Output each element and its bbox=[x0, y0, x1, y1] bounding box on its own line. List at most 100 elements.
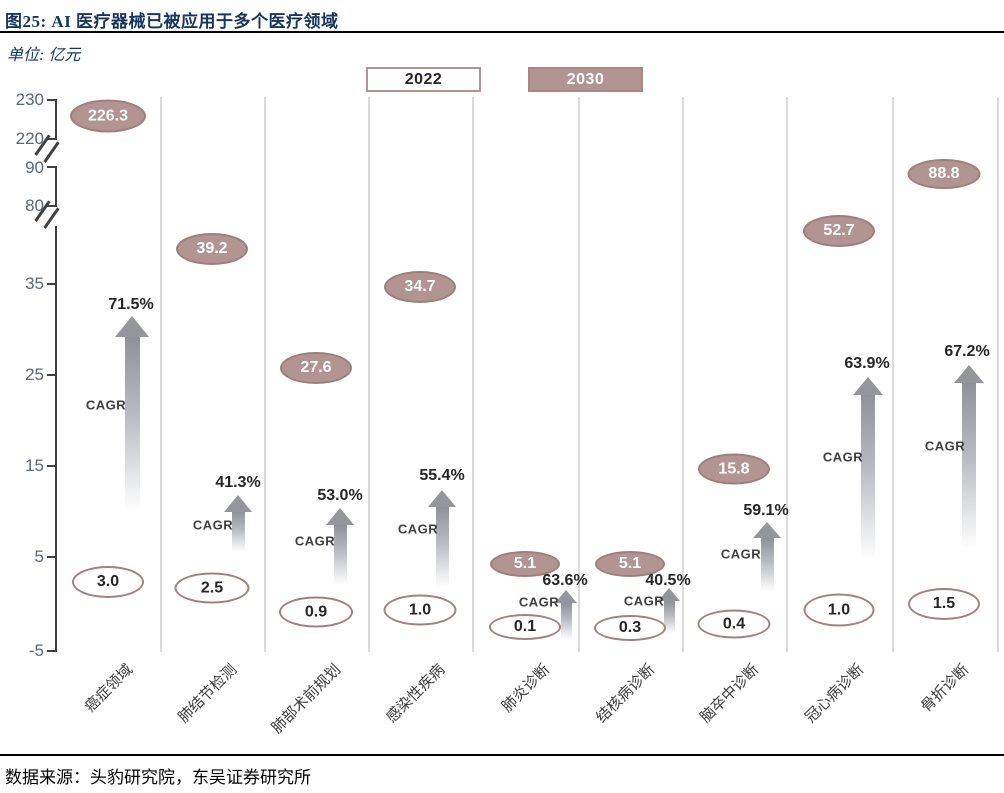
cagr-percent-label: 63.6% bbox=[542, 572, 588, 589]
unit-label: 单位: 亿元 bbox=[7, 47, 81, 64]
cagr-arrow bbox=[954, 365, 984, 547]
figure-title: 图25: AI 医疗器械已被应用于多个医疗领域 bbox=[5, 12, 339, 31]
bubble-2022-value: 1.5 bbox=[908, 588, 980, 620]
gridline bbox=[892, 97, 894, 652]
cagr-caption: CAGR bbox=[397, 521, 439, 537]
y-axis-tick bbox=[47, 283, 56, 285]
cagr-arrow bbox=[753, 522, 781, 591]
cagr-caption: CAGR bbox=[518, 594, 560, 610]
bubble-2030-value: 226.3 bbox=[70, 99, 146, 133]
arrow-up-icon bbox=[658, 588, 680, 601]
gridline bbox=[682, 97, 684, 652]
cagr-caption: CAGR bbox=[720, 546, 762, 562]
bubble-2022-value: 0.1 bbox=[489, 614, 561, 640]
arrow-shaft bbox=[435, 507, 449, 586]
arrow-shaft bbox=[231, 512, 245, 551]
arrow-up-icon bbox=[115, 316, 149, 337]
arrow-shaft bbox=[962, 383, 976, 547]
bubble-2030-value: 27.6 bbox=[280, 352, 352, 384]
cagr-percent-label: 40.5% bbox=[645, 572, 691, 589]
arrow-shaft bbox=[861, 395, 875, 558]
y-axis-tick-label: 80 bbox=[25, 196, 44, 215]
cagr-percent-label: 71.5% bbox=[108, 296, 154, 313]
bubble-2030-value: 88.8 bbox=[907, 159, 981, 189]
arrow-shaft bbox=[560, 603, 572, 639]
cagr-arrow bbox=[224, 495, 252, 551]
arrow-shaft bbox=[333, 525, 347, 584]
y-axis-tick bbox=[47, 374, 56, 376]
arrow-shaft bbox=[760, 538, 774, 591]
y-axis-tick-label: 220 bbox=[15, 129, 44, 148]
bubble-2030-value: 52.7 bbox=[803, 215, 875, 247]
y-axis-tick bbox=[47, 556, 56, 558]
bubble-2030-value: 5.1 bbox=[490, 551, 560, 577]
bubble-2022-value: 1.0 bbox=[383, 594, 457, 626]
bubble-2022-value: 2.5 bbox=[174, 572, 250, 604]
legend-label-2022: 2022 bbox=[404, 70, 443, 88]
bubble-2022-value: 0.9 bbox=[279, 596, 353, 628]
bubble-2022-value: 0.3 bbox=[594, 615, 666, 641]
bubble-2030-value: 5.1 bbox=[595, 551, 665, 577]
arrow-up-icon bbox=[853, 377, 883, 395]
footer-divider-rule bbox=[0, 754, 1004, 756]
arrow-up-icon bbox=[753, 522, 781, 538]
bubble-2022-value: 1.0 bbox=[803, 593, 875, 627]
y-axis-tick-label: 230 bbox=[15, 90, 44, 109]
y-axis-break-mark bbox=[43, 141, 60, 163]
cagr-arrow bbox=[555, 590, 577, 639]
gridline bbox=[264, 97, 266, 652]
cagr-percent-label: 63.9% bbox=[844, 355, 890, 372]
y-axis-line bbox=[55, 226, 57, 652]
arrow-up-icon bbox=[224, 495, 252, 512]
bubble-2030-value: 34.7 bbox=[384, 271, 456, 303]
gridline bbox=[997, 97, 999, 652]
cagr-arrow bbox=[658, 588, 680, 633]
bubble-2030-value: 39.2 bbox=[176, 233, 248, 265]
cagr-arrow bbox=[853, 377, 883, 558]
title-divider-rule bbox=[0, 31, 1004, 33]
gridline bbox=[578, 97, 580, 652]
y-axis-tick-label: -5 bbox=[28, 641, 44, 660]
bubble-2022-value: 0.4 bbox=[697, 609, 771, 639]
gridline bbox=[160, 97, 162, 652]
cagr-arrow bbox=[115, 316, 149, 509]
cagr-percent-label: 55.4% bbox=[419, 467, 465, 484]
gridline bbox=[368, 97, 370, 652]
gridline bbox=[786, 97, 788, 652]
legend-label-2030: 2030 bbox=[566, 70, 605, 88]
cagr-caption: CAGR bbox=[924, 438, 966, 454]
arrow-up-icon bbox=[428, 490, 456, 507]
legend-item-2030: 2030 bbox=[528, 67, 643, 92]
y-axis-segment-bracket bbox=[47, 99, 57, 140]
cagr-caption: CAGR bbox=[85, 397, 127, 413]
bubble-2030-value: 15.8 bbox=[698, 453, 770, 485]
cagr-percent-label: 59.1% bbox=[743, 502, 789, 519]
y-axis-tick-label: 15 bbox=[25, 456, 44, 475]
cagr-arrow bbox=[428, 490, 456, 586]
arrow-up-icon bbox=[326, 508, 354, 525]
cagr-caption: CAGR bbox=[822, 449, 864, 465]
cagr-caption: CAGR bbox=[294, 533, 336, 549]
y-axis-tick bbox=[47, 650, 56, 652]
cagr-arrow bbox=[326, 508, 354, 584]
cagr-percent-label: 41.3% bbox=[215, 474, 261, 491]
legend-item-2022: 2022 bbox=[366, 67, 481, 92]
bubble-2022-value: 3.0 bbox=[72, 566, 144, 598]
arrow-up-icon bbox=[555, 590, 577, 603]
y-axis-tick bbox=[47, 465, 56, 467]
arrow-up-icon bbox=[954, 365, 984, 383]
y-axis-tick-label: 5 bbox=[34, 547, 44, 566]
y-axis-segment-bracket bbox=[47, 166, 57, 207]
gridline bbox=[472, 97, 474, 652]
cagr-caption: CAGR bbox=[192, 517, 234, 533]
y-axis-tick-label: 35 bbox=[25, 274, 44, 293]
cagr-caption: CAGR bbox=[623, 593, 665, 609]
chart-plot-area: 230 220 90 80 35 25 15 5 -5 226.3 3.0 71.5% CAGR 癌症领域… bbox=[15, 90, 999, 737]
source-note: 数据来源：头豹研究院，东吴证券研究所 bbox=[5, 768, 311, 787]
y-axis-tick-label: 25 bbox=[25, 365, 44, 384]
arrow-shaft bbox=[124, 337, 140, 509]
cagr-percent-label: 67.2% bbox=[944, 343, 990, 360]
y-axis-tick-label: 90 bbox=[25, 158, 44, 177]
cagr-percent-label: 53.0% bbox=[317, 487, 363, 504]
